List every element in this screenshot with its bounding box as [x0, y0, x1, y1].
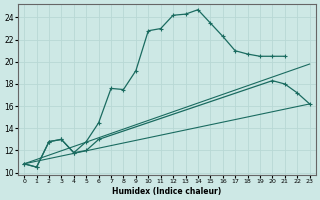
- X-axis label: Humidex (Indice chaleur): Humidex (Indice chaleur): [112, 187, 221, 196]
